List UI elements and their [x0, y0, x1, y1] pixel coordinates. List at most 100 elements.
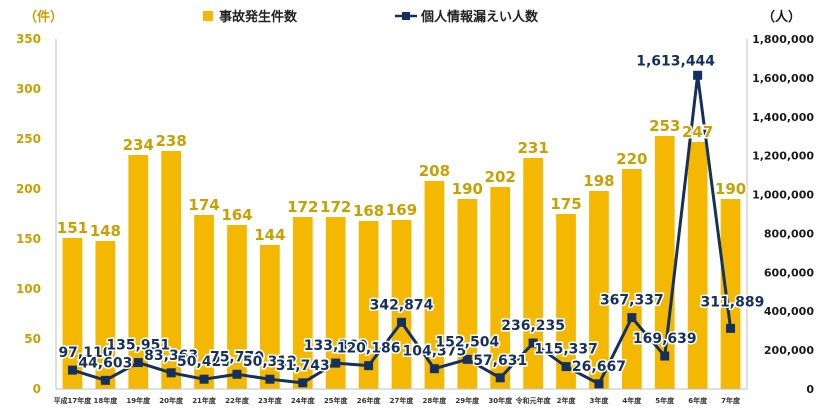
line-marker: [397, 317, 406, 327]
x-tick-label: 3年度: [589, 396, 609, 405]
x-tick-label: 5年度: [655, 396, 675, 405]
legend-bar-swatch: [203, 11, 213, 21]
bar: [292, 217, 313, 389]
left-axis-tick-label: 50: [24, 332, 41, 346]
left-axis-tick-label: 0: [33, 382, 41, 396]
right-axis-tick-label: 1,600,000: [752, 72, 814, 85]
left-axis-tick-label: 300: [16, 82, 41, 96]
legend: 事故発生件数 個人情報漏えい人数: [203, 9, 539, 25]
line-value-label: 31,743: [276, 358, 330, 374]
bar: [194, 215, 214, 389]
left-axis-tick-label: 100: [16, 282, 41, 296]
bar: [358, 221, 379, 389]
bar-value-label: 174: [188, 196, 219, 214]
x-tick-label: 令和元年度: [515, 396, 552, 405]
bar: [424, 181, 445, 389]
x-tick-label: 24年度: [291, 396, 316, 405]
x-tick-label: 2年度: [557, 396, 577, 405]
x-tick-label: 23年度: [258, 396, 283, 405]
x-tick-label: 21年度: [192, 396, 217, 405]
line-value-label: 311,889: [701, 294, 765, 310]
line-marker: [693, 70, 703, 80]
bar-value-label: 168: [353, 202, 384, 220]
right-axis-tick-label: 1,400,000: [752, 111, 814, 124]
right-axis-tick-label: 1,000,000: [752, 189, 814, 202]
left-axis: 0 50 100 150 200 250 300 350: [16, 32, 41, 396]
bar-value-label: 190: [452, 180, 483, 198]
left-axis-tick-label: 250: [16, 132, 41, 146]
line-marker: [100, 375, 110, 385]
x-tick-label: 19年度: [126, 396, 151, 405]
line-value-label: 133,360: [304, 338, 368, 354]
line-marker: [199, 374, 209, 384]
x-tick-label: 27年度: [390, 396, 415, 405]
left-axis-unit: （件）: [24, 9, 63, 25]
bar: [161, 151, 182, 389]
line-marker: [726, 323, 736, 333]
line-marker: [67, 365, 77, 375]
line-value-label: 169,639: [633, 331, 697, 347]
line-value-label: 83,363: [144, 348, 198, 364]
bar-value-label: 172: [287, 198, 318, 216]
right-axis-tick-label: 1,800,000: [752, 33, 814, 46]
left-axis-tick-label: 350: [16, 32, 41, 46]
right-axis-tick-label: 1,200,000: [752, 150, 814, 163]
bar: [457, 199, 478, 389]
bar-value-label: 202: [485, 168, 516, 186]
right-axis-unit: （人）: [762, 9, 801, 25]
line-value-label: 44,603: [78, 355, 132, 371]
bar-value-label: 253: [649, 117, 680, 135]
line-value-label: 57,631: [473, 353, 527, 369]
x-tick-label: 20年度: [159, 396, 184, 405]
bar-value-label: 148: [90, 222, 121, 240]
line-marker: [627, 313, 637, 323]
line-marker: [133, 358, 143, 368]
legend-line-marker: [402, 12, 410, 20]
legend-line-label: 個人情報漏えい人数: [420, 9, 539, 25]
bar-value-label: 231: [517, 139, 548, 157]
line-value-label: 342,874: [370, 297, 434, 313]
bar: [621, 169, 642, 389]
x-axis: 平成17年度 18年度 19年度 20年度 21年度 22年度 23年度 24年度 25年度 26…: [54, 39, 748, 405]
line-value-label: 75,770: [210, 349, 264, 365]
line-series: [67, 70, 736, 389]
x-tick-label: 28年度: [423, 396, 448, 405]
line-marker: [298, 378, 308, 388]
bar-value-label: 238: [156, 132, 187, 150]
bar: [720, 199, 741, 389]
right-axis-tick-label: 200,000: [764, 344, 814, 357]
line-value-label: 97,110: [58, 345, 112, 361]
line-value-label: 26,667: [572, 359, 626, 375]
line-value-label: 50,312: [243, 354, 297, 370]
line-marker: [495, 373, 505, 383]
x-tick-label: 18年度: [93, 396, 118, 405]
line-value-label: 135,951: [106, 338, 170, 354]
bar: [95, 241, 116, 389]
line-marker: [429, 364, 439, 374]
x-tick-label: 7年度: [721, 396, 741, 405]
line-marker: [364, 361, 374, 371]
right-axis-tick-label: 400,000: [764, 305, 814, 318]
line-value-label: 236,235: [501, 318, 565, 334]
line-data-labels: 97,11044,603135,95183,36350,42375,77050,…: [57, 52, 766, 377]
x-tick-label: 26年度: [357, 396, 382, 405]
line-marker: [528, 338, 538, 348]
bar-value-label: 151: [57, 219, 88, 237]
x-tick-label: 平成17年度: [54, 396, 93, 405]
line-marker: [561, 362, 571, 372]
right-axis: 0 200,000 400,000 600,000 800,000 1,000,000 1,…: [752, 33, 814, 396]
x-tick-label: 6年度: [688, 396, 708, 405]
line-marker: [232, 369, 242, 379]
left-axis-tick-label: 200: [16, 182, 41, 196]
bar: [260, 245, 280, 389]
x-tick-label: 30年度: [488, 396, 513, 405]
line-value-label: 104,375: [403, 344, 467, 360]
line-marker: [265, 374, 275, 384]
bar: [523, 158, 543, 389]
bar-value-label: 234: [123, 136, 154, 154]
bar: [687, 142, 708, 389]
line-marker: [594, 379, 604, 389]
x-tick-label: 29年度: [455, 396, 480, 405]
